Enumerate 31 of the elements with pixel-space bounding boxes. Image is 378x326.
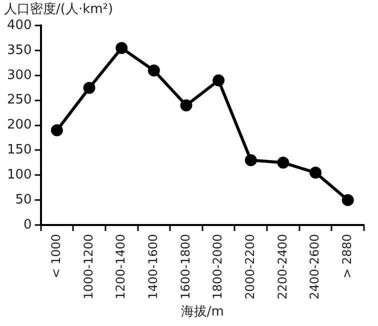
point (212, 74, 225, 86)
x-axis-title: 海拔/m (180, 304, 224, 320)
point (50, 124, 63, 136)
y-tick-label: 250 (6, 92, 32, 108)
x-tick-label: < 1000 (49, 234, 64, 278)
y-tick-label: 100 (6, 168, 32, 183)
point (180, 99, 192, 112)
point (342, 194, 354, 206)
x-tick-label: 1200-1400 (114, 234, 128, 300)
point (244, 154, 257, 166)
point (148, 64, 160, 76)
point (277, 156, 290, 169)
y-tick-label: 400 (6, 18, 32, 33)
x-tick-label: 1400-1600 (146, 234, 160, 300)
x-tick-label: 2400-2600 (308, 234, 322, 300)
y-axis-title: 人口密度/(人·km²) (4, 1, 114, 18)
y-tick-label: 0 (24, 217, 32, 232)
x-tick-label: 1800-2000 (210, 234, 225, 300)
y-tick-label: 350 (6, 42, 32, 58)
x-tick-label: 2200-2400 (275, 234, 290, 300)
point (310, 166, 322, 179)
y-tick-label: 150 (6, 142, 32, 158)
point (116, 42, 128, 54)
x-tick-label: 1600-1800 (178, 234, 192, 300)
y-tick-label: 50 (15, 192, 32, 208)
x-tick-label: > 2880 (340, 234, 354, 278)
x-tick-label: 2000-2200 (243, 234, 258, 300)
point (83, 82, 96, 94)
y-tick-label: 300 (6, 68, 32, 83)
x-tick-label: 1000-1200 (81, 234, 96, 300)
y-tick-label: 200 (6, 118, 32, 133)
